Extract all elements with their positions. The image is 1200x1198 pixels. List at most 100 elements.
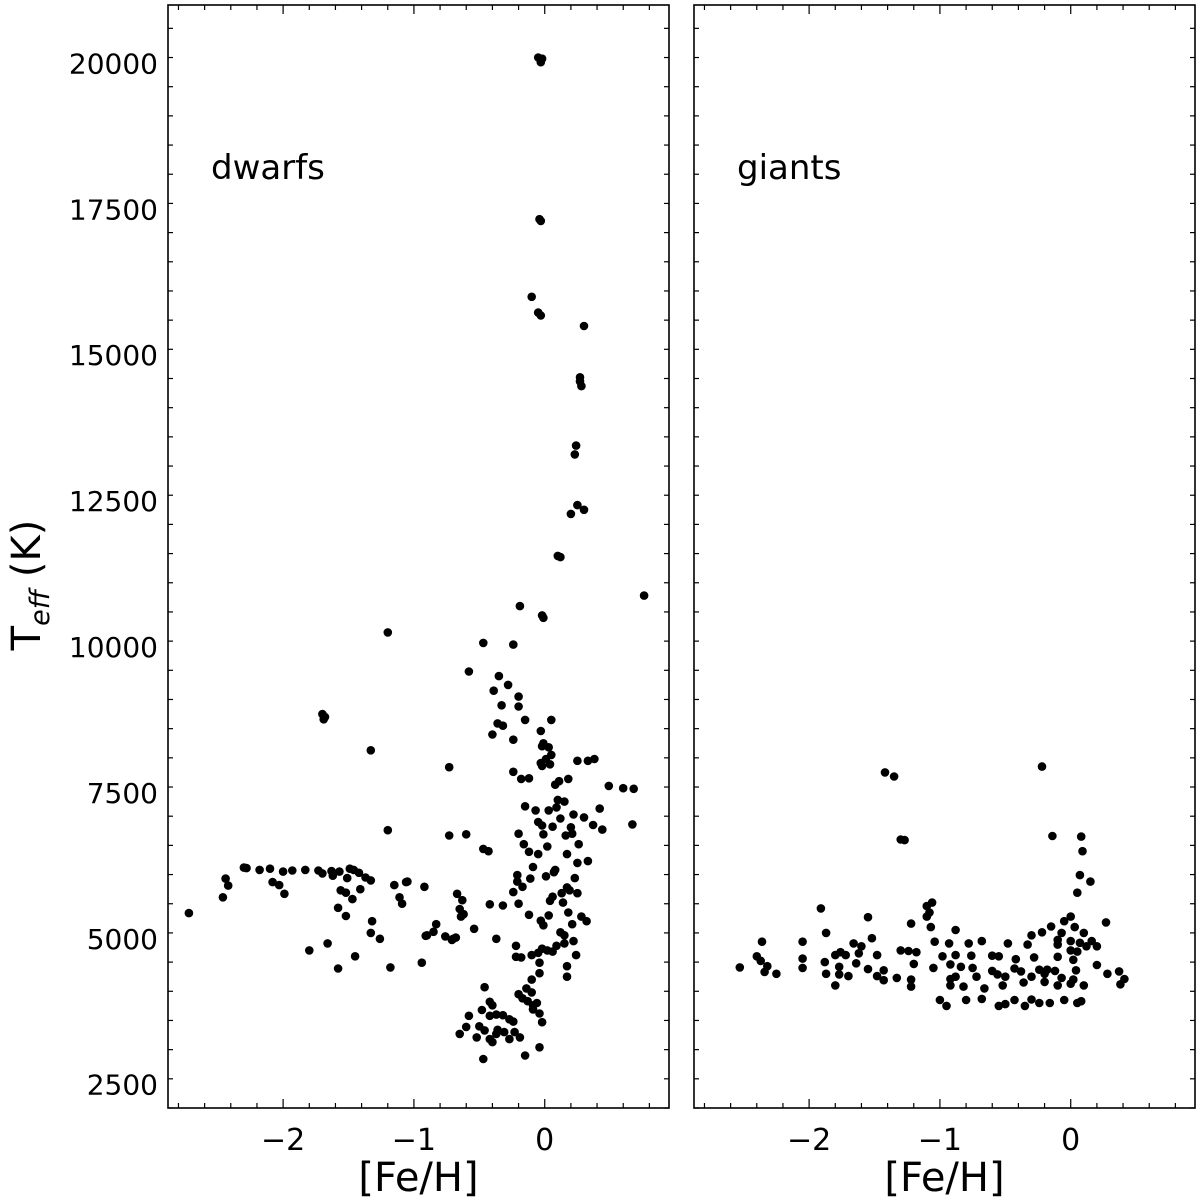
data-point xyxy=(570,873,580,883)
data-point xyxy=(1040,969,1049,979)
dwarfs-panel: −2 −1 0 2500 5000 7500 10000 12500 15000 17500 200… xyxy=(69,4,670,1198)
data-point xyxy=(756,956,765,966)
data-point xyxy=(909,959,919,969)
data-point xyxy=(930,937,939,946)
data-point xyxy=(571,950,581,960)
data-point xyxy=(977,936,987,946)
y-axis-title-main: T xyxy=(4,625,50,651)
data-point xyxy=(1079,981,1089,990)
data-point xyxy=(537,821,547,830)
data-point xyxy=(366,928,376,938)
data-point xyxy=(513,870,522,880)
data-point xyxy=(552,803,561,812)
y-axis-title-unit: (K) xyxy=(4,520,50,590)
data-point xyxy=(484,846,493,856)
data-point xyxy=(268,877,277,887)
data-point xyxy=(514,829,523,838)
data-point xyxy=(573,756,582,766)
data-point xyxy=(821,928,831,938)
data-point xyxy=(386,963,395,972)
data-point xyxy=(184,908,194,918)
data-point xyxy=(1027,931,1036,940)
x-axis-title: [Fe/H] xyxy=(884,1155,1004,1198)
data-point xyxy=(1027,995,1036,1004)
data-point xyxy=(1001,999,1010,1009)
data-point xyxy=(944,939,954,948)
y-tick-label: 20000 xyxy=(69,47,158,80)
data-point xyxy=(831,950,840,960)
data-point xyxy=(242,863,251,873)
data-point xyxy=(1057,928,1066,938)
data-point xyxy=(834,962,844,972)
data-point xyxy=(218,893,228,902)
data-point xyxy=(1016,967,1026,976)
data-point xyxy=(560,797,569,806)
data-point xyxy=(567,829,577,838)
x-tick-label: −2 xyxy=(261,1123,305,1158)
data-point xyxy=(816,904,826,913)
data-point xyxy=(535,968,544,978)
data-point xyxy=(889,772,899,781)
data-point xyxy=(564,774,573,784)
data-point xyxy=(383,825,393,835)
data-point xyxy=(566,509,576,519)
data-point xyxy=(417,958,427,967)
data-point xyxy=(629,784,638,794)
data-point xyxy=(536,216,546,226)
y-tick-label: 7500 xyxy=(87,777,158,810)
data-point xyxy=(569,936,578,946)
y-tick-label: 15000 xyxy=(69,339,158,372)
data-point xyxy=(863,964,873,974)
data-point xyxy=(520,715,530,725)
data-point xyxy=(1003,939,1013,948)
scatter-points xyxy=(735,762,1129,1011)
data-point xyxy=(1057,973,1066,983)
data-point xyxy=(488,1001,497,1010)
data-point xyxy=(390,880,399,890)
data-point xyxy=(477,1005,487,1015)
data-point xyxy=(509,887,518,897)
data-point xyxy=(518,882,527,892)
data-point xyxy=(301,865,310,875)
data-point xyxy=(834,970,844,979)
data-point xyxy=(485,1011,495,1021)
data-point xyxy=(265,864,275,873)
data-point xyxy=(1046,922,1056,931)
data-point xyxy=(335,867,344,876)
data-point xyxy=(494,671,504,681)
y-axis-title: Teff (K) xyxy=(4,520,56,652)
data-point xyxy=(598,825,607,834)
data-point xyxy=(880,768,890,777)
data-point xyxy=(1066,946,1075,955)
data-point xyxy=(509,767,518,777)
data-point xyxy=(539,613,548,623)
data-point xyxy=(1073,888,1082,897)
data-point xyxy=(1066,936,1075,946)
data-point xyxy=(906,919,916,928)
data-point xyxy=(570,450,580,459)
data-point xyxy=(906,982,916,991)
data-point xyxy=(537,761,547,771)
data-point xyxy=(972,972,981,981)
data-point xyxy=(558,898,568,907)
data-point xyxy=(520,802,530,811)
data-point xyxy=(798,963,807,973)
data-point xyxy=(1101,918,1111,927)
data-point xyxy=(849,939,858,948)
data-point xyxy=(513,877,522,886)
data-point xyxy=(511,941,521,951)
data-point xyxy=(1086,877,1095,886)
x-tick-label: −1 xyxy=(918,1123,962,1158)
data-point xyxy=(375,934,385,944)
data-point xyxy=(319,715,329,724)
data-point xyxy=(499,1027,509,1037)
data-point xyxy=(397,899,407,908)
data-point xyxy=(987,951,997,960)
data-point xyxy=(503,680,513,690)
data-point xyxy=(573,858,582,868)
data-point xyxy=(497,701,506,710)
data-point xyxy=(1037,928,1047,937)
data-point xyxy=(951,972,960,981)
data-point xyxy=(567,919,577,929)
